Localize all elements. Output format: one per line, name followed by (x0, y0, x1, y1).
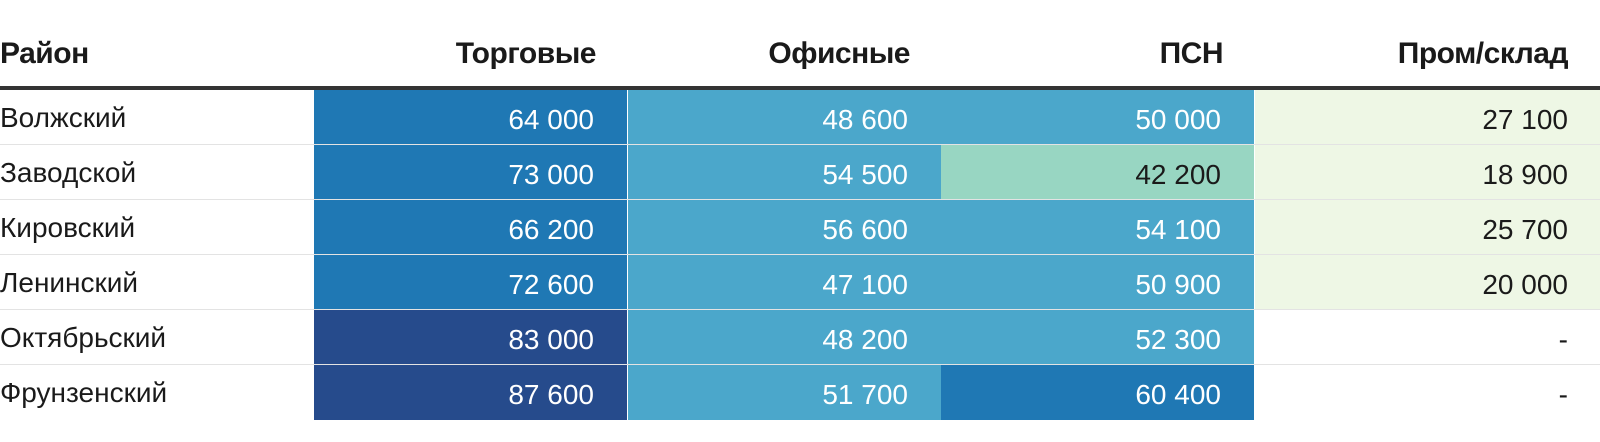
district-name: Волжский (0, 102, 127, 133)
cell-retail: 72 600 (314, 255, 627, 310)
district-name: Заводской (0, 157, 137, 188)
column-header-industrial-warehouse[interactable]: Пром/склад (1397, 37, 1569, 70)
column-header-psn[interactable]: ПСН (1159, 37, 1224, 70)
cell-psn: 50 000 (941, 90, 1254, 145)
row-divider (0, 199, 1600, 200)
column-header-office[interactable]: Офисные (768, 37, 910, 70)
column-header-district[interactable]: Район (0, 37, 89, 70)
cell-office: 54 500 (628, 145, 941, 200)
row-divider (0, 364, 1600, 365)
cell-retail: 66 200 (314, 200, 627, 255)
district-name: Октябрьский (0, 322, 167, 353)
cell-psn: 42 200 (941, 145, 1254, 200)
cell-psn: 60 400 (941, 365, 1254, 420)
row-divider (0, 254, 1600, 255)
cell-retail: 87 600 (314, 365, 627, 420)
cell-industrial-warehouse: - (1255, 310, 1600, 365)
cell-office: 56 600 (628, 200, 941, 255)
cell-office: 51 700 (628, 365, 941, 420)
cell-retail: 73 000 (314, 145, 627, 200)
cell-office: 48 200 (628, 310, 941, 365)
district-name: Ленинский (0, 267, 139, 298)
table-header: Район Торговые Офисные ПСН Пром/склад (0, 22, 1600, 90)
cell-psn: 52 300 (941, 310, 1254, 365)
district-name: Фрунзенский (0, 377, 168, 408)
cell-psn: 50 900 (941, 255, 1254, 310)
table-row: Волжский 64 000 48 600 50 000 27 100 (0, 90, 1600, 145)
cell-office: 47 100 (628, 255, 941, 310)
cell-industrial-warehouse: 25 700 (1255, 200, 1600, 255)
cell-retail: 83 000 (314, 310, 627, 365)
table-row: Ленинский 72 600 47 100 50 900 20 000 (0, 255, 1600, 310)
column-header-retail[interactable]: Торговые (455, 37, 597, 70)
table-row: Заводской 73 000 54 500 42 200 18 900 (0, 145, 1600, 200)
row-divider (0, 309, 1600, 310)
row-divider (0, 144, 1600, 145)
cell-psn: 54 100 (941, 200, 1254, 255)
cell-retail: 64 000 (314, 90, 627, 145)
cell-industrial-warehouse: 20 000 (1255, 255, 1600, 310)
table-row: Фрунзенский 87 600 51 700 60 400- (0, 365, 1600, 420)
table-row: Кировский 66 200 56 600 54 100 25 700 (0, 200, 1600, 255)
table-row: Октябрьский 83 000 48 200 52 300- (0, 310, 1600, 365)
cell-industrial-warehouse: - (1255, 365, 1600, 420)
cell-industrial-warehouse: 18 900 (1255, 145, 1600, 200)
cell-office: 48 600 (628, 90, 941, 145)
district-name: Кировский (0, 212, 136, 243)
cell-industrial-warehouse: 27 100 (1255, 90, 1600, 145)
